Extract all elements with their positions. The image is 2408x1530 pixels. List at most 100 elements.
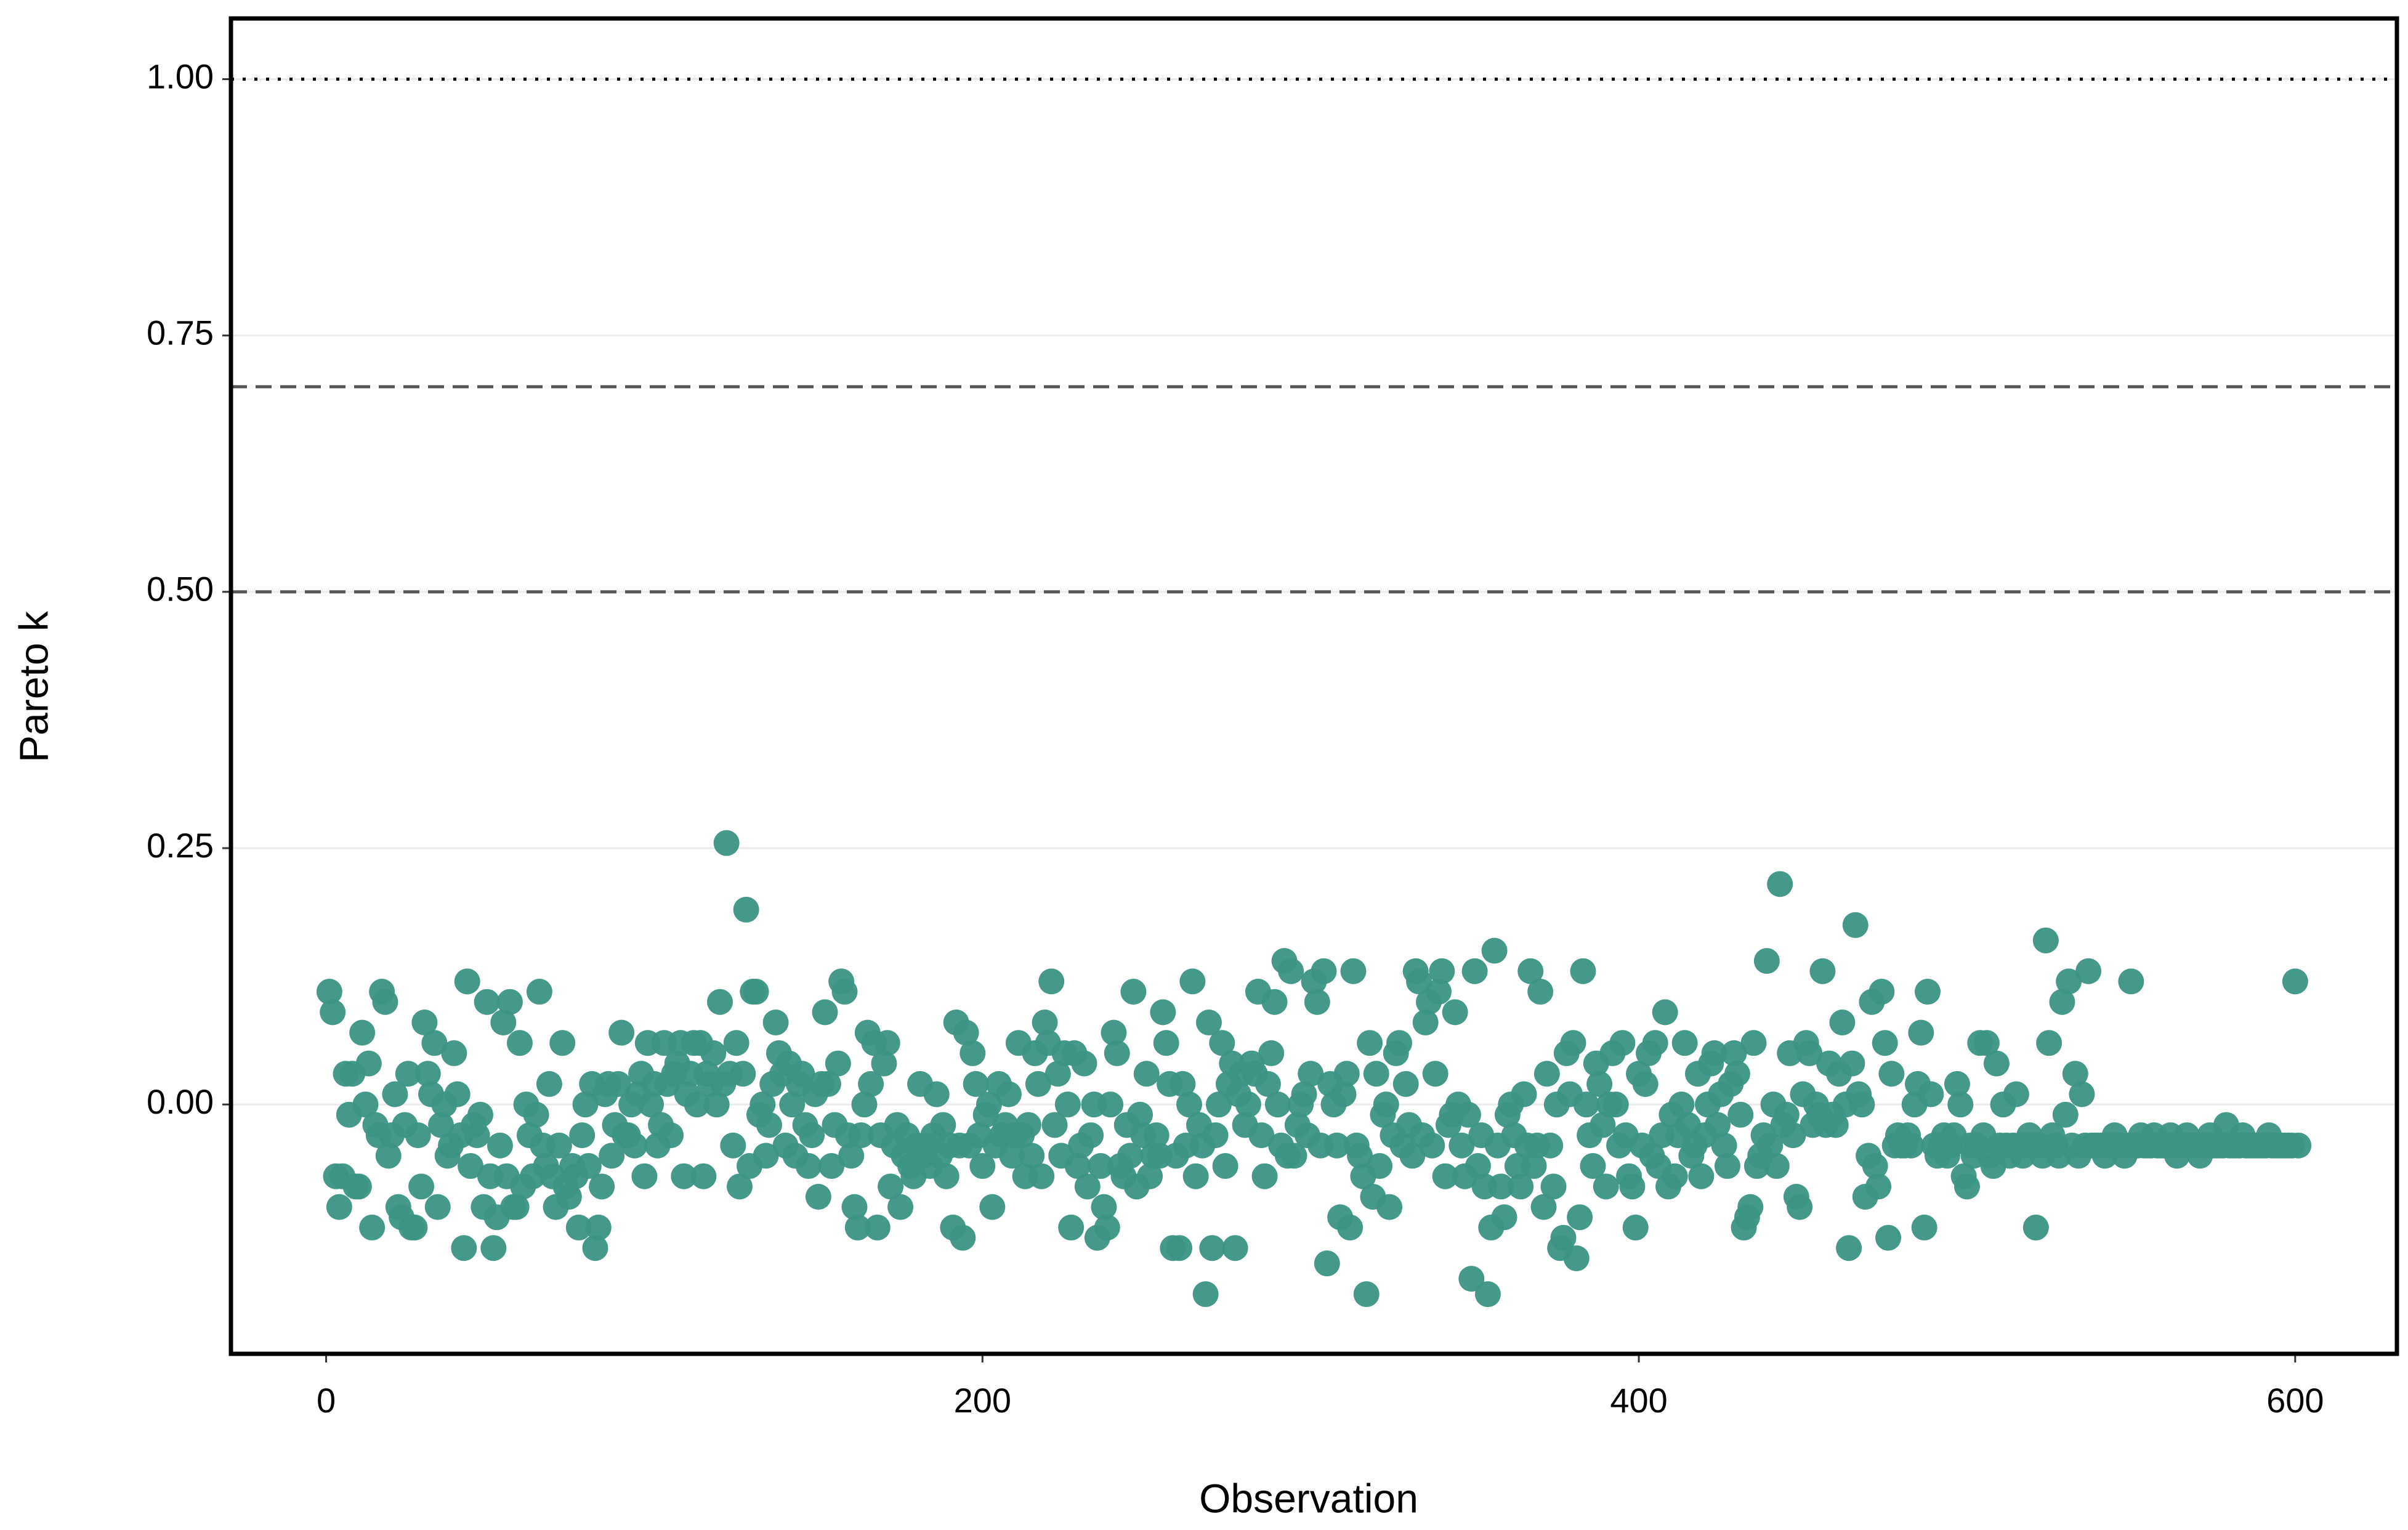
- point: [874, 1030, 900, 1056]
- point: [713, 830, 740, 856]
- point: [1458, 1266, 1485, 1292]
- point: [825, 1050, 851, 1077]
- point: [1032, 1009, 1058, 1035]
- point: [1251, 1163, 1278, 1189]
- point: [1875, 1224, 1902, 1251]
- point: [1170, 1071, 1196, 1097]
- point: [1311, 958, 1337, 984]
- point: [1386, 1030, 1413, 1056]
- point: [1914, 979, 1941, 1005]
- point: [1829, 1009, 1856, 1035]
- point: [316, 979, 342, 1005]
- point: [638, 1091, 665, 1118]
- point: [1054, 1091, 1081, 1118]
- point: [753, 1143, 779, 1169]
- point: [402, 1214, 428, 1241]
- point: [1412, 1009, 1439, 1035]
- point: [1908, 1019, 1934, 1046]
- point: [1727, 1101, 1754, 1128]
- point: [345, 1173, 372, 1200]
- point: [1176, 1091, 1203, 1118]
- point: [930, 1112, 956, 1138]
- point: [441, 1040, 467, 1066]
- point: [1367, 1153, 1393, 1180]
- point: [1540, 1173, 1567, 1200]
- point: [2049, 989, 2075, 1015]
- point: [1701, 1040, 1727, 1066]
- point: [1133, 1061, 1160, 1087]
- point: [1688, 1163, 1715, 1189]
- point: [720, 1132, 746, 1159]
- point: [451, 1235, 477, 1261]
- point: [464, 1122, 490, 1149]
- point: [1392, 1071, 1419, 1097]
- point: [1406, 968, 1432, 995]
- point: [585, 1214, 612, 1241]
- point: [1573, 1091, 1599, 1118]
- point: [1527, 979, 1554, 1005]
- point: [1091, 1194, 1117, 1220]
- point: [799, 1122, 825, 1149]
- y-axis-title: Pareto k: [10, 610, 56, 763]
- point: [848, 1122, 875, 1149]
- point: [569, 1122, 596, 1149]
- point: [1455, 1101, 1481, 1128]
- point: [496, 989, 523, 1015]
- point: [1143, 1122, 1170, 1149]
- point: [549, 1030, 576, 1056]
- axes: 0.00 0.25 0.50 0.75 1.00 0 200 400 600: [147, 16, 2399, 1420]
- point: [1137, 1163, 1163, 1189]
- point: [1849, 1091, 1875, 1118]
- point: [1097, 1091, 1124, 1118]
- point: [815, 1071, 841, 1097]
- point: [1153, 1030, 1179, 1056]
- point: [812, 999, 838, 1026]
- point: [375, 1143, 402, 1169]
- y-tick-label: 0.50: [147, 570, 214, 609]
- point: [960, 1040, 986, 1066]
- point: [1842, 912, 1869, 938]
- point: [582, 1235, 608, 1261]
- point: [1570, 958, 1596, 984]
- point: [1261, 989, 1288, 1015]
- point: [1662, 1163, 1688, 1189]
- point: [871, 1050, 897, 1077]
- point: [1872, 1030, 1898, 1056]
- point: [1511, 1081, 1537, 1107]
- point: [2003, 1081, 2029, 1107]
- point: [1298, 1061, 1324, 1087]
- point: [743, 979, 769, 1005]
- point: [1429, 958, 1455, 984]
- point: [2062, 1061, 2088, 1087]
- point: [1028, 1163, 1055, 1189]
- point: [565, 1214, 592, 1241]
- point: [1195, 1009, 1222, 1035]
- point: [1425, 979, 1452, 1005]
- point: [1376, 1194, 1403, 1220]
- point: [1918, 1081, 1944, 1107]
- grid: [231, 78, 2397, 1106]
- point: [503, 1194, 530, 1220]
- point: [1953, 1173, 1980, 1200]
- point: [979, 1194, 1006, 1220]
- point: [1704, 1112, 1731, 1138]
- point: [395, 1061, 421, 1087]
- point: [1399, 1143, 1426, 1169]
- y-tick-label: 0.25: [147, 826, 214, 865]
- point: [546, 1132, 572, 1159]
- point: [1862, 1153, 1888, 1180]
- point: [1025, 1071, 1051, 1097]
- point: [556, 1183, 582, 1210]
- y-tick-label: 0.00: [147, 1082, 214, 1121]
- point: [749, 1091, 776, 1118]
- point: [1757, 1132, 1784, 1159]
- point: [1590, 1112, 1616, 1138]
- point: [490, 1009, 517, 1035]
- point: [1442, 999, 1468, 1026]
- point: [1865, 1173, 1892, 1200]
- point: [605, 1071, 631, 1097]
- point: [1314, 1250, 1340, 1277]
- point: [1671, 1030, 1698, 1056]
- point: [730, 1061, 756, 1087]
